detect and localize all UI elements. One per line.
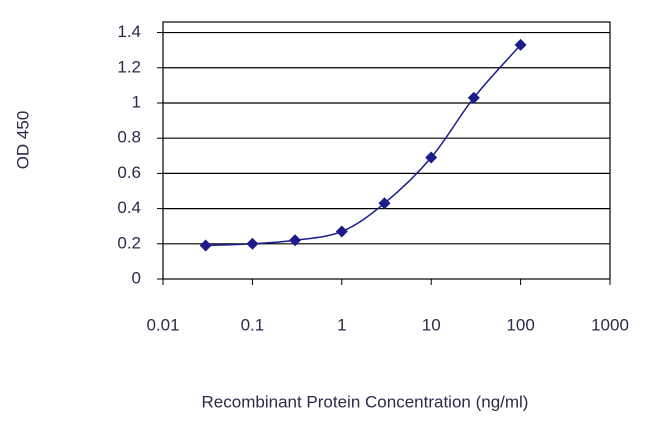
x-tick-label: 0.01 [146, 315, 179, 334]
y-axis-label: OD 450 [13, 111, 32, 170]
data-point [425, 151, 438, 164]
data-point [514, 38, 527, 51]
y-tick-label: 0.4 [117, 198, 141, 217]
data-point [246, 237, 259, 250]
data-point [335, 225, 348, 238]
x-tick-label: 100 [506, 315, 534, 334]
y-tick-label: 0.2 [117, 233, 141, 252]
y-tick-label: 0.6 [117, 163, 141, 182]
x-axis-label: Recombinant Protein Concentration (ng/ml… [202, 392, 529, 411]
data-point [467, 91, 480, 104]
data-point [378, 197, 391, 210]
data-point [289, 234, 302, 247]
plot-area [162, 21, 611, 280]
x-tick-label: 0.1 [241, 315, 265, 334]
data-line [205, 44, 522, 247]
x-tick-label: 1000 [591, 315, 629, 334]
y-tick-label: 1.2 [117, 57, 141, 76]
y-tick-label: 1 [132, 92, 141, 111]
y-tick-label: 1.4 [117, 22, 141, 41]
x-tick-label: 10 [422, 315, 441, 334]
y-tick-label: 0 [132, 268, 141, 287]
data-point [199, 239, 212, 252]
x-tick-label: 1 [337, 315, 346, 334]
y-tick-label: 0.8 [117, 128, 141, 147]
